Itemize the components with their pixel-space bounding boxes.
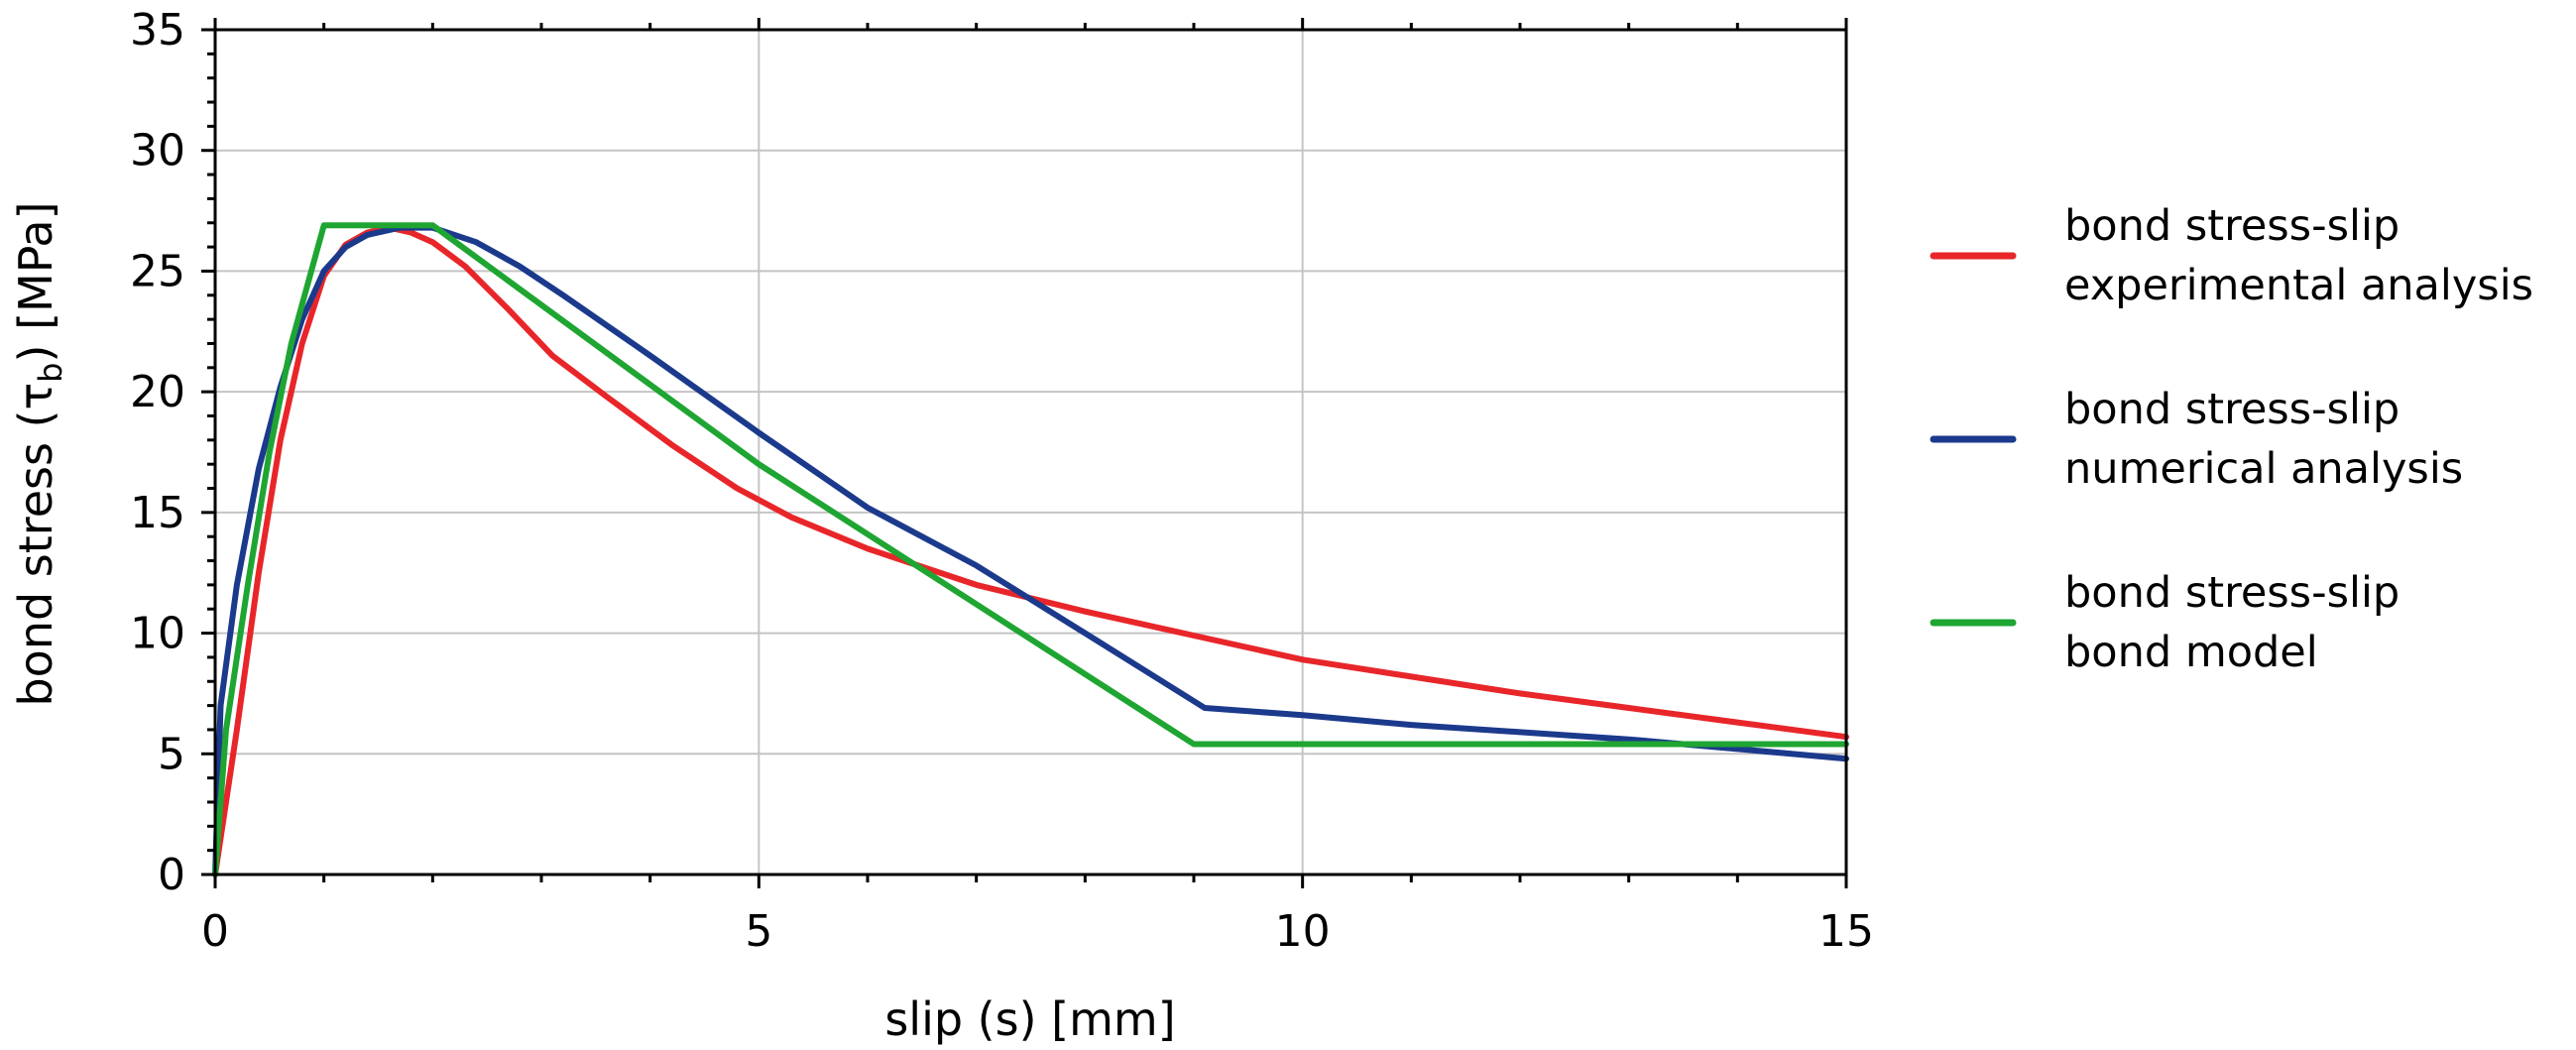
legend-label: bond model [2064, 628, 2318, 677]
y-tick-label: 0 [158, 850, 185, 900]
legend-item: bond stress-slip experimental analysis [1930, 201, 2533, 310]
axes [201, 18, 1848, 888]
series-line-3 [212, 222, 1849, 877]
y-tick-label: 30 [130, 126, 185, 176]
x-tick-label: 5 [745, 906, 772, 957]
x-tick-label: 0 [201, 906, 229, 957]
y-axis-title-main: bond stress (τ [9, 383, 62, 707]
series-line-2 [212, 224, 1849, 877]
y-axis-title-subscript: b [32, 362, 69, 382]
y-axis-title: bond stress (τb) [MPa] [9, 201, 69, 706]
y-tick-labels: 0 5 10 15 20 25 30 35 [130, 5, 185, 900]
y-tick-label: 20 [130, 367, 185, 417]
x-tick-label: 15 [1818, 906, 1874, 957]
series-line-1 [212, 224, 1849, 877]
x-tick-labels: 0 5 10 15 [201, 906, 1874, 957]
legend-label: numerical analysis [2064, 444, 2463, 494]
legend-label: bond stress-slip [2064, 201, 2400, 251]
plot-frame [213, 28, 1848, 876]
y-tick-label: 15 [130, 488, 185, 538]
legend-item: bond stress-slip bond model [1930, 568, 2400, 677]
y-tick-label: 10 [130, 609, 185, 659]
y-tick-label: 5 [158, 729, 185, 779]
x-tick-label: 10 [1275, 906, 1331, 957]
y-tick-label: 25 [130, 246, 185, 296]
legend-label: bond stress-slip [2064, 568, 2400, 618]
y-axis-title-unit: ) [MPa] [9, 201, 62, 362]
legend-item: bond stress-slip numerical analysis [1930, 385, 2463, 494]
series-lines [212, 222, 1849, 877]
legend-label: bond stress-slip [2064, 385, 2400, 434]
x-axis-title: slip (s) [mm] [884, 992, 1175, 1046]
grid-lines [215, 30, 1846, 875]
y-tick-label: 35 [130, 5, 185, 56]
legend-label: experimental analysis [2064, 261, 2533, 310]
